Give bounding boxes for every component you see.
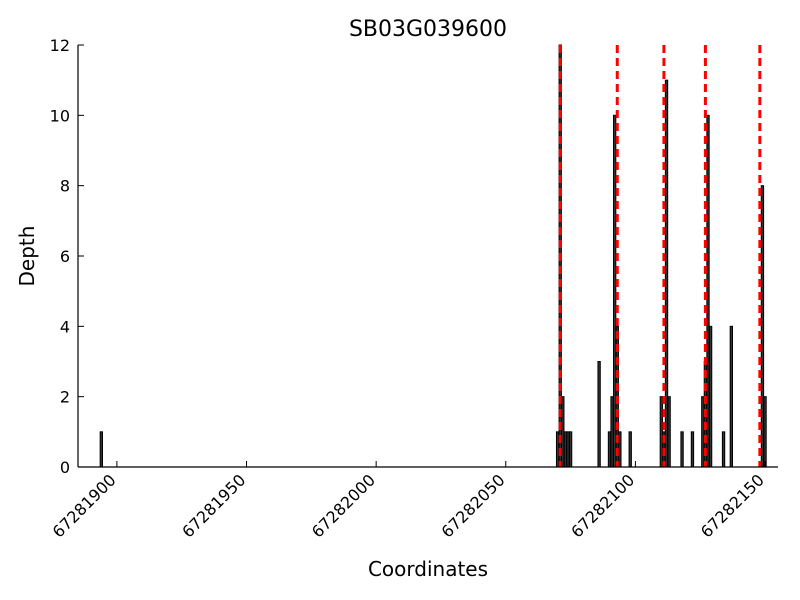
x-tick-label: 67282050 — [438, 470, 509, 541]
x-tick-label: 67281950 — [178, 470, 249, 541]
depth-bar — [667, 396, 671, 468]
depth-bar — [568, 431, 573, 468]
y-tick-label: 6 — [60, 247, 70, 266]
chart-title: SB03G039600 — [349, 17, 507, 42]
y-axis-label: Depth — [15, 226, 39, 287]
x-tick-label: 67282100 — [567, 470, 638, 541]
bars-layer — [99, 44, 767, 468]
depth-bar — [659, 396, 664, 468]
depth-bar — [628, 431, 632, 468]
depth-bar — [561, 396, 565, 468]
y-tick-label: 0 — [60, 458, 70, 477]
depth-bar — [563, 431, 568, 468]
depth-bar — [607, 431, 612, 468]
depth-bar — [597, 361, 601, 468]
depth-bar — [708, 325, 713, 468]
depth-bar — [721, 431, 726, 468]
depth-bar — [618, 431, 622, 468]
depth-bar — [729, 325, 734, 468]
x-tick-label: 67281900 — [49, 470, 120, 541]
depth-bar — [664, 79, 669, 468]
y-tick-label: 12 — [50, 36, 70, 55]
depth-bar — [701, 396, 705, 468]
y-tick-label: 2 — [60, 388, 70, 407]
depth-bar — [99, 431, 103, 468]
x-tick-label: 67282150 — [697, 470, 768, 541]
depth-bar — [706, 114, 710, 468]
y-tick-label: 8 — [60, 177, 70, 196]
y-tick-label: 4 — [60, 317, 70, 336]
depth-bar — [760, 185, 765, 468]
depth-bar — [763, 396, 767, 468]
x-tick-label: 67282000 — [308, 470, 379, 541]
marker-lines-layer — [558, 45, 762, 467]
depth-bar — [613, 114, 617, 468]
depth-bar — [680, 431, 684, 468]
depth-bar — [555, 431, 560, 468]
depth-bar — [610, 396, 614, 468]
y-tick-label: 10 — [50, 106, 70, 125]
x-axis-label: Coordinates — [368, 557, 488, 581]
depth-bar — [566, 431, 570, 468]
depth-bar — [690, 431, 695, 468]
